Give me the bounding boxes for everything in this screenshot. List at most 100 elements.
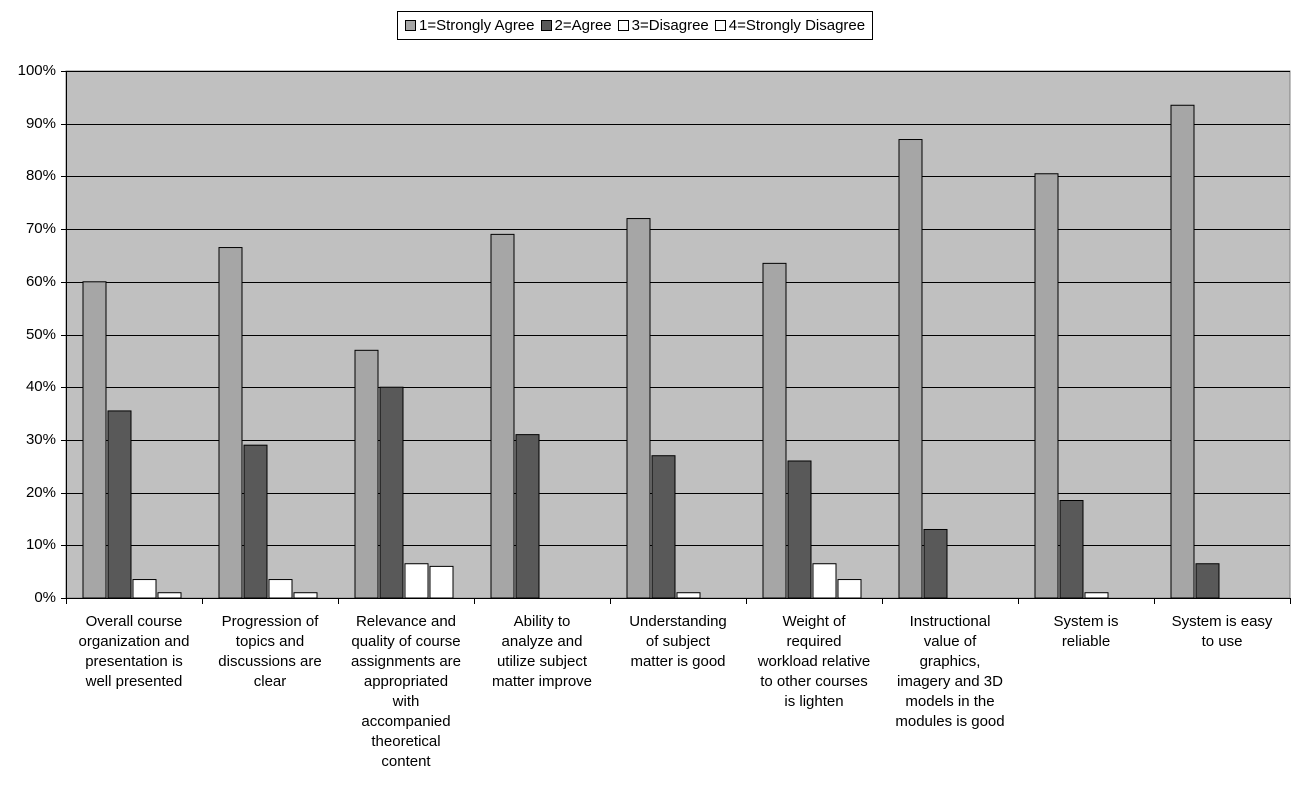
x-category-label-line: presentation is [85, 653, 183, 670]
bar-series-1 [1034, 173, 1059, 599]
x-category-label-line: is lighten [784, 693, 844, 710]
x-category-label-line: workload relative [757, 653, 871, 670]
bar-series-3 [812, 563, 837, 599]
bar-series-2 [1059, 500, 1084, 599]
chart-legend: 1=Strongly Agree 2=Agree 3=Disagree 4=St… [397, 11, 874, 40]
x-category-label-line: well presented [85, 673, 183, 690]
bar-series-1 [354, 349, 379, 599]
x-category-label-line: organization and [78, 633, 190, 650]
x-category-label: Weight of required workload relative to oth… [745, 612, 883, 712]
x-category-label: System is easy to use [1153, 612, 1291, 652]
y-tick-label: 30% [25, 430, 56, 448]
y-tick-label: 90% [25, 114, 56, 132]
bar-series-3 [404, 563, 429, 599]
x-category-label-line: quality of course [351, 633, 461, 650]
legend-label-disagree: 3=Disagree [631, 17, 709, 34]
legend-item-agree: 2=Agree [540, 17, 612, 34]
x-category-label-line: accompanied [361, 713, 451, 730]
x-category-label-line: Instructional [909, 613, 991, 630]
x-category-label-line: Understanding [629, 613, 727, 630]
x-category-label-line: required [786, 633, 842, 650]
x-category-label: Understanding of subject matter is good [609, 612, 747, 672]
x-category-label-line: value of [923, 633, 977, 650]
x-category-label-line: Weight of [782, 613, 846, 630]
x-category-label: Instructional value of graphics, imagery an… [881, 612, 1019, 732]
legend-swatch-disagree [617, 20, 629, 31]
x-category-label-line: System is [1053, 613, 1119, 630]
x-category-label-line: with [392, 693, 420, 710]
x-category-label-line: graphics, [919, 653, 981, 670]
legend-item-strongly-agree: 1=Strongly Agree [405, 17, 535, 34]
bar-series-2 [923, 528, 948, 599]
x-category-label-line: utilize subject [496, 653, 588, 670]
x-category-label: Progression of topics and discussions are c… [201, 612, 339, 692]
x-category-label-line: imagery and 3D [897, 673, 1003, 690]
bar-series-2 [107, 410, 132, 599]
legend-item-disagree: 3=Disagree [617, 17, 709, 34]
bar-series-2 [515, 434, 540, 599]
x-category-label: System is reliable [1017, 612, 1155, 652]
x-category-label-line: to use [1201, 633, 1243, 650]
bar-series-3 [1084, 592, 1109, 599]
plot-area [65, 70, 1291, 599]
x-category-label-line: System is easy [1171, 613, 1273, 630]
bar-series-3 [132, 579, 157, 599]
y-tick-label: 100% [17, 62, 56, 79]
x-category-label: Ability to analyze and utilize subject matt… [473, 612, 611, 692]
bar-series-2 [1195, 563, 1220, 599]
bar-series-1 [762, 262, 787, 599]
x-category-label-line: clear [253, 673, 287, 690]
x-category-label-line: Relevance and [355, 613, 457, 630]
x-category-label-line: assignments are [350, 653, 462, 670]
x-category-label-line: models in the [905, 693, 995, 710]
y-tick-label: 10% [25, 536, 56, 554]
x-category-label-line: content [381, 753, 431, 770]
bar-series-4 [293, 592, 318, 599]
bar-series-1 [490, 233, 515, 599]
legend-swatch-agree [540, 20, 552, 31]
legend-swatch-strongly-agree [405, 20, 416, 31]
x-category-label: Overall course organization and presentati… [65, 612, 203, 692]
x-category-label-line: Overall course [85, 613, 183, 630]
x-category-label-line: appropriated [363, 673, 449, 690]
y-tick-label: 20% [25, 483, 56, 501]
x-category-label-line: Progression of [221, 613, 319, 630]
legend-swatch-strongly-disagree [714, 20, 726, 31]
y-tick-label: 60% [25, 272, 56, 290]
x-category-label-line: discussions are [218, 653, 322, 670]
x-category-label-line: to other courses [760, 673, 868, 690]
x-category-label-line: modules is good [895, 713, 1005, 730]
bar-series-4 [837, 579, 862, 599]
bar-series-1 [82, 281, 107, 599]
x-category-label-line: of subject [645, 633, 711, 650]
y-tick-label: 40% [25, 378, 56, 396]
bar-series-1 [626, 218, 651, 599]
bar-series-2 [651, 455, 676, 599]
y-tick-label: 50% [25, 325, 56, 343]
legend-label-strongly-disagree: 4=Strongly Disagree [728, 17, 866, 34]
bar-series-2 [243, 444, 268, 599]
bar-series-1 [1170, 104, 1195, 599]
y-tick-label: 80% [25, 167, 56, 185]
y-tick-label: 70% [25, 220, 56, 238]
x-category-label-line: analyze and [501, 633, 583, 650]
x-category-label-line: topics and [235, 633, 305, 650]
bar-series-1 [218, 247, 243, 599]
bar-series-2 [787, 460, 812, 599]
legend-item-strongly-disagree: 4=Strongly Disagree [714, 17, 866, 34]
bar-series-4 [429, 565, 454, 599]
x-category-label: Relevance and quality of course assignment… [337, 612, 475, 772]
x-category-label-line: matter is good [630, 653, 726, 670]
legend-label-strongly-agree: 1=Strongly Agree [419, 17, 535, 34]
bar-series-1 [898, 139, 923, 599]
bar-series-2 [379, 386, 404, 599]
x-category-label-line: Ability to [513, 613, 571, 630]
legend-label-agree: 2=Agree [554, 17, 612, 34]
y-tick-label: 0% [34, 589, 56, 606]
bar-series-3 [676, 592, 701, 599]
x-category-label-line: theoretical [371, 733, 441, 750]
bar-series-4 [157, 592, 182, 599]
x-category-label-line: reliable [1061, 633, 1111, 650]
x-category-label-line: matter improve [491, 673, 593, 690]
